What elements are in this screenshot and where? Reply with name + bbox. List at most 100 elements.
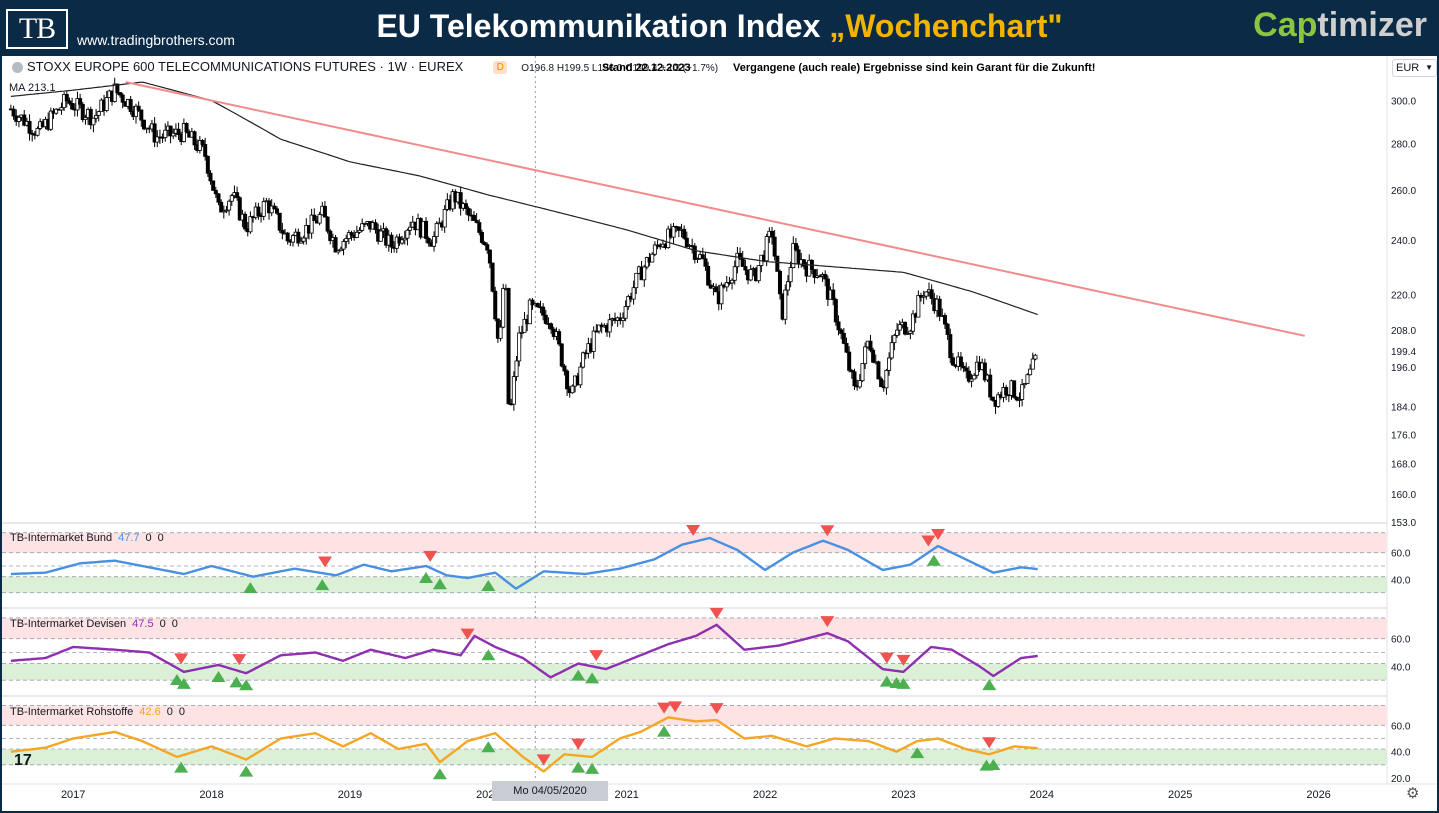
candle-body	[514, 360, 519, 377]
bund-sell-signal	[921, 535, 936, 547]
devisen-sell-signal	[879, 652, 894, 664]
devisen-buy-signal	[896, 677, 911, 689]
header-banner: TB www.tradingbrothers.com EU Telekommun…	[0, 0, 1439, 56]
site-url[interactable]: www.tradingbrothers.com	[77, 32, 235, 48]
candle-body	[738, 252, 743, 259]
price-tick-label: 168.0	[1391, 459, 1416, 470]
candle-body	[91, 117, 96, 126]
candle-body	[519, 331, 524, 334]
devisen-tick-label: 60.0	[1391, 635, 1411, 646]
candle-body	[357, 229, 362, 233]
candle-body	[964, 367, 969, 372]
bund-buy-signal	[315, 579, 330, 591]
rohstoffe-title: TB-Intermarket Rohstoffe	[10, 706, 134, 718]
candle-body	[1014, 396, 1019, 401]
candle-body	[905, 333, 910, 335]
candle-body	[1022, 383, 1027, 386]
tradingview-logo[interactable]: 17	[14, 752, 32, 769]
gear-icon[interactable]: ⚙	[1406, 785, 1420, 802]
bund-sell-signal	[931, 529, 946, 540]
candle-body	[522, 318, 527, 333]
price-tick-label: 220.0	[1391, 291, 1416, 302]
candle-body	[163, 129, 168, 139]
disclaimer: Vergangene (auch reale) Ergebnisse sind …	[733, 62, 1096, 74]
brand-cap: Cap	[1253, 6, 1318, 44]
rohstoffe-buy-signal	[986, 758, 1001, 770]
candle-body	[424, 220, 429, 239]
candle-body	[269, 205, 274, 214]
candle-body	[171, 132, 176, 137]
tradingbrothers-logo[interactable]: TB	[6, 9, 68, 49]
devisen-buy-signal	[176, 677, 191, 689]
candle-body	[703, 258, 708, 267]
rohstoffe-buy-signal	[910, 747, 925, 759]
devisen-buy-signal	[571, 669, 586, 681]
rohstoffe-tick-label: 20.0	[1391, 774, 1411, 785]
devisen-buy-signal	[169, 673, 184, 685]
candle-body	[897, 324, 902, 331]
candle-body	[341, 241, 346, 250]
candle-body	[1033, 354, 1038, 360]
candle-body	[530, 299, 535, 306]
candle-body	[136, 105, 141, 111]
candle-body	[748, 269, 753, 281]
rohstoffe-sell-signal	[536, 754, 551, 766]
bund-buy-signal	[481, 580, 496, 591]
chart-frame[interactable]: 300.0 280.0 260.0 240.0 220.0 208.0 196.0 184.0…	[2, 56, 1437, 811]
candle-body	[219, 201, 224, 213]
candle-body	[35, 128, 40, 136]
candle-body	[785, 281, 790, 291]
candle-body	[793, 243, 798, 251]
bund-legend: TB-Intermarket Bund 47.7 0 0	[10, 532, 164, 544]
candle-body	[594, 330, 599, 333]
candle-body	[990, 396, 995, 401]
bund-buy-signal	[432, 578, 447, 590]
captimizer-logo[interactable]: Captimizer	[1253, 6, 1427, 45]
candle-body	[777, 270, 782, 295]
candle-body	[471, 214, 476, 221]
candle-body	[272, 205, 277, 210]
symbol-name[interactable]: STOXX EUROPE 600 TELECOMMUNICATIONS FUTU…	[27, 59, 464, 74]
chart-canvas[interactable]: 300.0 280.0 260.0 240.0 220.0 208.0 196.0 184.0…	[2, 56, 1437, 811]
candle-body	[197, 140, 202, 151]
interval-badge[interactable]: D	[493, 61, 508, 75]
time-tick-label: 2018	[199, 789, 223, 801]
devisen-buy-signal	[481, 649, 496, 661]
candle-body	[192, 131, 197, 146]
candle-body	[224, 209, 229, 212]
candle-body	[83, 117, 88, 120]
candle-body	[730, 279, 735, 284]
devisen-line	[10, 623, 1038, 679]
candle-body	[184, 123, 189, 133]
candle-body	[671, 226, 676, 238]
bund-value: 47.7	[118, 532, 140, 544]
devisen-sell-signal	[820, 616, 835, 628]
candle-body	[863, 346, 868, 365]
bund-title: TB-Intermarket Bund	[10, 532, 113, 544]
candle-body	[466, 208, 471, 216]
candle-body	[626, 296, 631, 307]
candle-body	[227, 200, 232, 211]
candle-body	[732, 266, 737, 281]
candle-body	[479, 232, 484, 243]
bund-tick-label: 40.0	[1391, 575, 1411, 586]
candle-body	[237, 197, 242, 221]
candle-body	[205, 155, 210, 174]
candle-body	[290, 235, 295, 243]
candle-body	[948, 334, 953, 359]
candle-body	[527, 299, 532, 325]
candle-body	[208, 172, 213, 182]
rohstoffe-tick-label: 40.0	[1391, 748, 1411, 759]
devisen-sell-signal	[709, 607, 724, 619]
candle-body	[972, 374, 977, 380]
candle-body	[333, 237, 338, 253]
candle-body	[942, 315, 947, 325]
candle-body	[887, 357, 892, 371]
candle-body	[895, 329, 900, 336]
candle-body	[442, 209, 447, 228]
candle-body	[676, 226, 681, 231]
candle-body	[309, 214, 314, 234]
currency-select[interactable]: EUR ▼	[1392, 59, 1437, 77]
time-tick-label: 2019	[338, 789, 362, 801]
candle-body	[277, 212, 282, 231]
